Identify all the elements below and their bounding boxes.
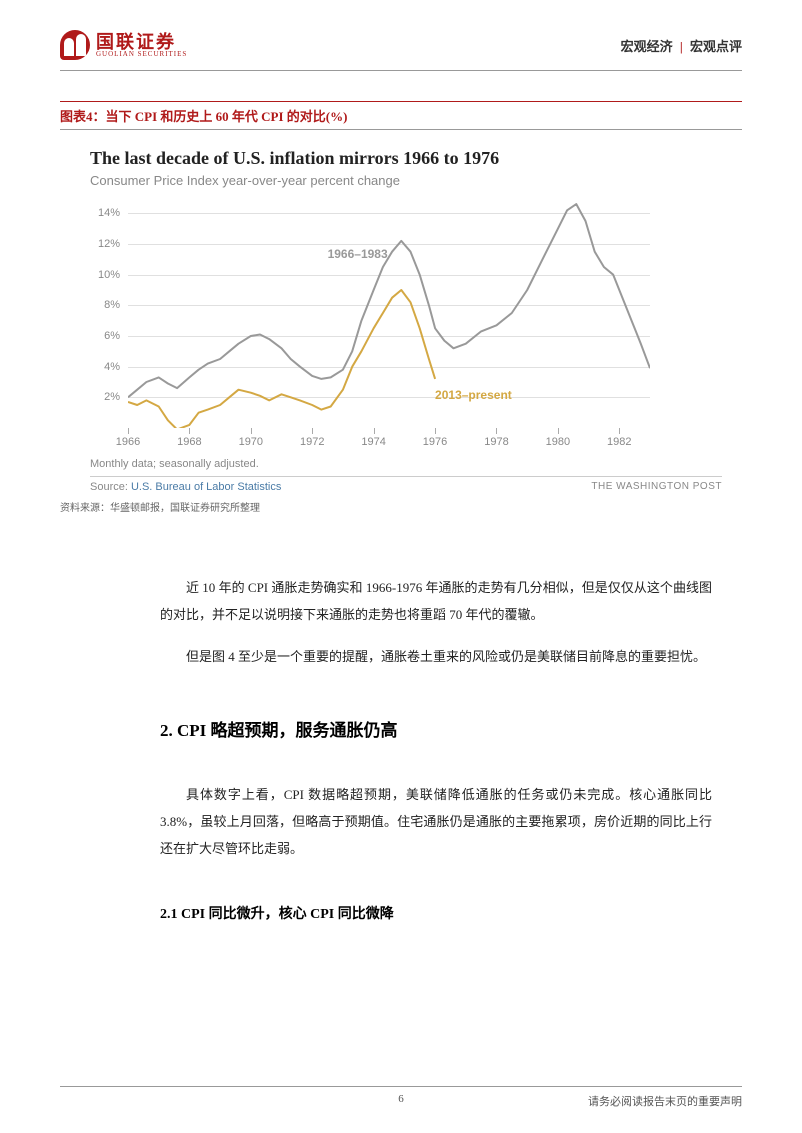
series-label-present: 2013–present [435, 388, 512, 402]
x-tick-label: 1974 [361, 436, 385, 448]
y-tick-label: 12% [98, 238, 120, 250]
header-cat-a: 宏观经济 [621, 39, 673, 54]
body-text-2: 具体数字上看，CPI 数据略超预期，美联储降低通胀的任务或仍未完成。核心通胀同比… [60, 781, 742, 863]
x-tick-mark [496, 428, 497, 434]
x-tick-mark [374, 428, 375, 434]
chart-area: 2%4%6%8%10%12%14% 1966–19832013–present … [90, 198, 650, 458]
chart-source: Source: U.S. Bureau of Labor Statistics [90, 481, 281, 493]
header-divider: | [680, 39, 683, 54]
series-present [128, 290, 435, 428]
y-tick-label: 14% [98, 207, 120, 219]
chart-source-label: Source: [90, 481, 131, 493]
x-axis: 196619681970197219741976197819801982 [128, 428, 650, 458]
x-tick-label: 1972 [300, 436, 324, 448]
page-footer: 6 请务必阅读报告末页的重要声明 [60, 1086, 742, 1109]
x-tick-mark [312, 428, 313, 434]
y-tick-label: 2% [104, 391, 120, 403]
logo-block: 国联证券 GUOLIAN SECURITIES [60, 30, 187, 60]
page-header: 国联证券 GUOLIAN SECURITIES 宏观经济 | 宏观点评 [60, 30, 742, 71]
header-category: 宏观经济 | 宏观点评 [621, 36, 742, 55]
x-tick-label: 1978 [484, 436, 508, 448]
y-tick-label: 8% [104, 299, 120, 311]
x-tick-mark [128, 428, 129, 434]
x-tick-label: 1980 [546, 436, 570, 448]
y-tick-label: 10% [98, 269, 120, 281]
header-cat-b: 宏观点评 [690, 39, 742, 54]
x-tick-mark [251, 428, 252, 434]
data-source: 资料来源：华盛顿邮报，国联证券研究所整理 [60, 499, 742, 514]
paragraph-3: 具体数字上看，CPI 数据略超预期，美联储降低通胀的任务或仍未完成。核心通胀同比… [160, 781, 712, 863]
chart-footer: Source: U.S. Bureau of Labor Statistics … [90, 476, 722, 493]
chart-title: The last decade of U.S. inflation mirror… [90, 148, 722, 169]
chart-source-link[interactable]: U.S. Bureau of Labor Statistics [131, 481, 281, 493]
x-tick-mark [558, 428, 559, 434]
x-tick-label: 1970 [239, 436, 263, 448]
logo-text-cn: 国联证券 [96, 33, 187, 51]
plot-svg [128, 198, 650, 428]
x-tick-label: 1966 [116, 436, 140, 448]
section-heading-3: 2.1 CPI 同比微升，核心 CPI 同比微降 [160, 903, 742, 923]
x-tick-mark [189, 428, 190, 434]
chart-note: Monthly data; seasonally adjusted. [90, 458, 722, 470]
chart-subtitle: Consumer Price Index year-over-year perc… [90, 173, 722, 188]
page-number: 6 [398, 1093, 404, 1105]
y-tick-label: 4% [104, 361, 120, 373]
chart-container: The last decade of U.S. inflation mirror… [60, 130, 742, 497]
plot-area: 1966–1983 2013–present [128, 198, 650, 428]
x-tick-label: 1968 [177, 436, 201, 448]
x-tick-label: 1976 [423, 436, 447, 448]
y-axis: 2% 4% 6% 8% 10% 12% 14% [90, 198, 126, 428]
logo-icon [60, 30, 90, 60]
logo-text-en: GUOLIAN SECURITIES [96, 51, 187, 58]
series-historical [128, 204, 650, 397]
footer-disclaimer: 请务必阅读报告末页的重要声明 [588, 1093, 742, 1109]
series-label-historical: 1966–1983 [328, 247, 388, 261]
figure-caption: 图表4：当下 CPI 和历史上 60 年代 CPI 的对比(%) [60, 101, 742, 130]
y-tick-label: 6% [104, 330, 120, 342]
paragraph-2: 但是图 4 至少是一个重要的提醒，通胀卷土重来的风险或仍是美联储目前降息的重要担… [160, 643, 712, 670]
x-tick-label: 1982 [607, 436, 631, 448]
chart-publisher: THE WASHINGTON POST [591, 481, 722, 493]
paragraph-1: 近 10 年的 CPI 通胀走势确实和 1966-1976 年通胀的走势有几分相… [160, 574, 712, 629]
section-heading-2: 2. CPI 略超预期，服务通胀仍高 [160, 716, 742, 741]
x-tick-mark [619, 428, 620, 434]
x-tick-mark [435, 428, 436, 434]
body-text: 近 10 年的 CPI 通胀走势确实和 1966-1976 年通胀的走势有几分相… [60, 574, 742, 670]
